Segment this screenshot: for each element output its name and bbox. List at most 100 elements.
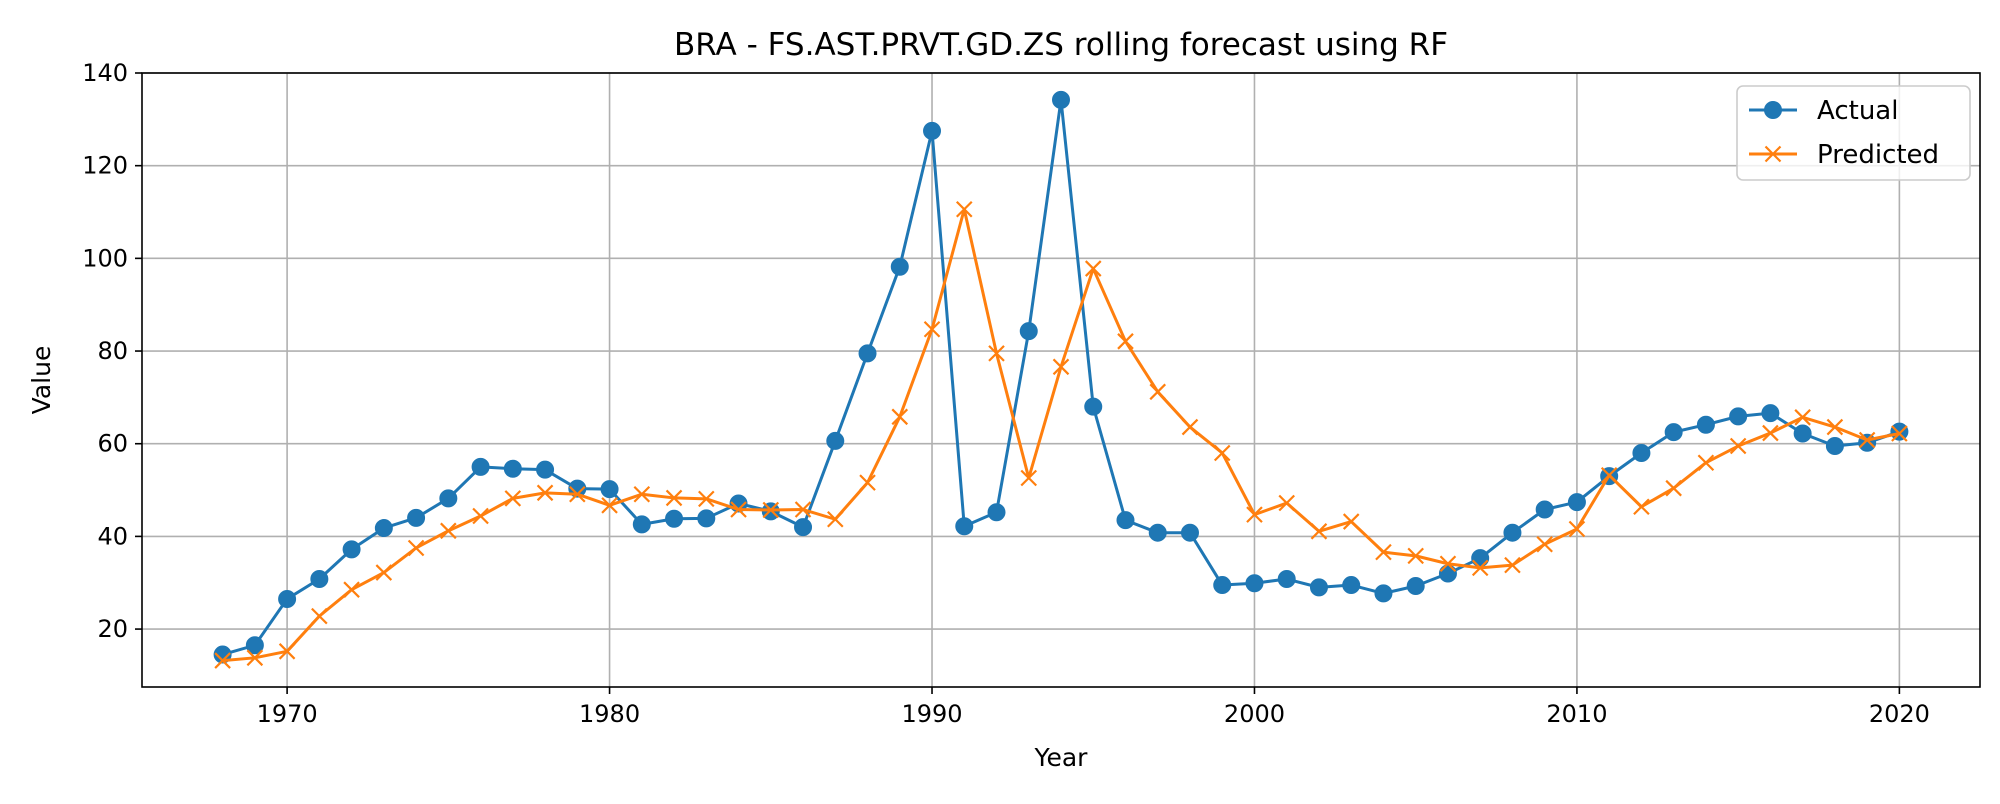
series-layer [213,90,1909,669]
data-point-predicted [923,320,941,338]
legend-label-actual: Actual [1817,96,1898,126]
data-point-predicted [504,490,522,507]
data-point-actual [310,570,329,589]
data-point-actual [1696,415,1715,434]
data-point-predicted [1246,506,1263,523]
data-point-actual [1632,443,1651,462]
data-point-actual [794,518,813,537]
data-point-predicted [278,643,296,660]
data-point-predicted [375,564,393,581]
data-point-predicted [1504,556,1521,574]
data-point-predicted [1762,424,1779,442]
data-point-predicted [698,490,715,508]
y-tick-label: 20 [97,615,128,643]
x-tick-label: 1970 [257,700,318,728]
data-point-actual [1148,523,1167,542]
y-axis-label: Value [27,346,56,415]
data-point-actual [1567,493,1586,512]
data-point-predicted [214,652,231,669]
data-point-predicted [1213,444,1231,462]
data-point-predicted [1471,559,1489,577]
series-predicted [214,200,1908,669]
data-point-predicted [1665,479,1682,497]
data-point-predicted [1181,418,1199,436]
data-point-actual [826,431,845,450]
y-tick-label: 120 [82,152,128,180]
data-point-actual [1890,422,1909,441]
data-point-predicted [1084,260,1102,277]
data-point-predicted [794,501,812,518]
data-point-actual [890,257,909,276]
data-point-predicted [536,484,554,502]
data-point-predicted [1117,333,1134,350]
data-point-actual [987,503,1006,522]
data-point-predicted [601,497,618,514]
data-point-actual [503,459,522,478]
y-tick-label: 40 [97,522,128,550]
data-point-predicted [1826,418,1844,436]
chart-title: BRA - FS.AST.PRVT.GD.ZS rolling forecast… [674,27,1448,63]
data-point-predicted [891,408,909,426]
data-point-predicted [1633,498,1650,516]
data-point-predicted [472,507,489,525]
series-actual [213,90,1909,664]
data-point-actual [1180,523,1199,542]
data-point-predicted [1600,466,1618,484]
axes: 1970 1980 1990 2000 2010 20202040608010012014… [82,59,1930,728]
x-tick-label: 2000 [1224,700,1285,728]
data-point-actual [1503,523,1522,542]
data-point-actual [858,344,877,363]
data-point-predicted [1697,454,1715,471]
x-tick-label: 1990 [901,700,962,728]
data-point-actual [632,515,651,534]
plot-frame [141,72,1981,688]
data-point-predicted [1052,358,1070,376]
data-point-predicted [1310,523,1328,540]
data-point-actual [439,489,458,508]
data-point-actual [1245,574,1264,593]
data-point-actual [1761,404,1780,423]
data-point-predicted [1342,513,1360,530]
data-point-actual [1793,424,1812,443]
data-point-predicted [859,474,876,491]
legend-marker-actual [1764,101,1782,119]
data-point-actual [245,636,264,655]
data-point-actual [697,509,716,528]
data-point-actual [923,121,942,140]
y-tick-label: 80 [97,337,128,365]
series-line-predicted [222,207,1900,663]
data-point-predicted [569,485,586,503]
data-point-actual [374,519,393,538]
data-point-actual [1406,576,1425,595]
data-point-actual [1277,570,1296,589]
data-point-predicted [1794,409,1811,426]
data-point-predicted [1568,520,1586,538]
data-point-actual [278,589,297,608]
data-point-actual [471,457,490,476]
data-point-actual [1342,576,1361,595]
data-point-predicted [1278,494,1295,512]
data-point-actual [536,460,555,479]
data-point-predicted [955,200,973,218]
legend-marker-predicted [1764,145,1782,163]
data-point-predicted [407,539,425,557]
data-point-predicted [1536,535,1553,553]
x-tick-label: 1980 [579,700,640,728]
grid [142,72,1980,687]
data-point-predicted [665,489,683,507]
data-point-predicted [1729,437,1747,455]
data-point-actual [1116,511,1135,530]
data-point-actual [1019,322,1038,341]
data-point-predicted [311,607,328,625]
y-tick-label: 100 [82,244,128,272]
data-point-actual [1535,500,1554,519]
x-tick-label: 2010 [1546,700,1607,728]
data-point-actual [1213,576,1232,595]
data-point-predicted [1149,383,1167,401]
data-point-actual [1664,423,1683,442]
data-point-predicted [1407,547,1424,565]
data-point-actual [1471,549,1490,568]
data-point-actual [1052,90,1070,109]
y-tick-label: 60 [97,430,128,458]
